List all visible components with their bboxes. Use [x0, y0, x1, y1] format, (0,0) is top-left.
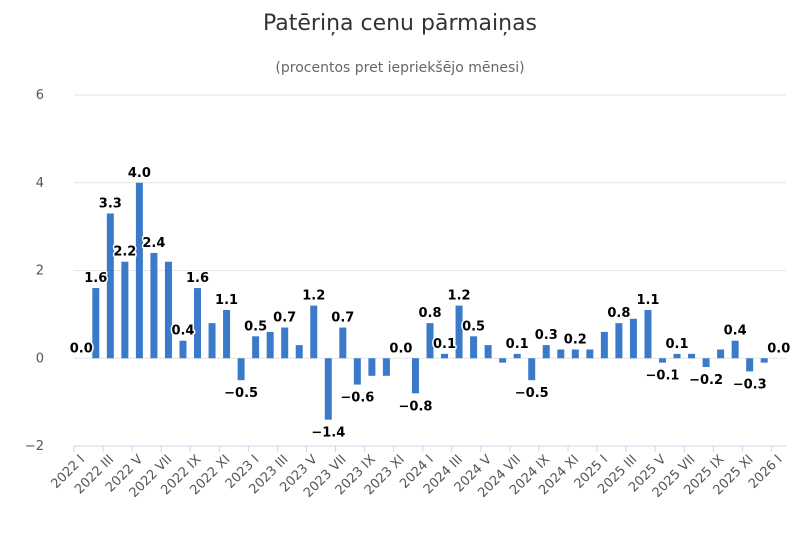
data-label: 0.0	[389, 341, 412, 356]
y-tick-label: 0	[36, 351, 44, 366]
bar	[353, 358, 361, 385]
bar	[644, 309, 652, 359]
data-label: 0.0	[767, 341, 790, 356]
data-label: 0.4	[724, 324, 747, 339]
data-label: −0.3	[733, 377, 767, 392]
data-label: 0.7	[273, 311, 296, 326]
data-label: −0.8	[399, 399, 433, 414]
bar	[441, 353, 449, 359]
bar	[281, 327, 289, 359]
y-tick-label: 4	[36, 176, 44, 191]
chart-title: Patēriņa cenu pārmaiņas	[263, 11, 537, 36]
data-label: 0.8	[607, 306, 630, 321]
bar	[411, 358, 419, 394]
bar	[702, 358, 710, 368]
data-label: 0.1	[666, 337, 689, 352]
bar	[324, 358, 332, 420]
bar	[339, 327, 347, 359]
data-label: 0.3	[535, 328, 558, 343]
bar	[513, 353, 521, 359]
data-label: −0.6	[340, 391, 374, 406]
data-label: 1.1	[215, 293, 238, 308]
data-label: −1.4	[311, 426, 345, 441]
bar	[673, 353, 681, 359]
data-label: 0.5	[462, 319, 485, 334]
bar	[150, 252, 158, 359]
y-tick-label: 6	[36, 88, 44, 103]
data-label: 3.3	[99, 196, 122, 211]
bar	[252, 336, 260, 359]
data-label: 0.2	[564, 332, 587, 347]
bar	[295, 345, 303, 359]
data-label: 4.0	[128, 166, 151, 181]
bar	[484, 345, 492, 359]
bar	[557, 349, 565, 359]
bar	[135, 182, 143, 359]
bar	[194, 288, 202, 359]
x-axis	[73, 445, 786, 452]
bar	[208, 323, 216, 359]
bar	[499, 358, 507, 363]
bar	[179, 340, 187, 359]
data-label: 0.1	[506, 337, 529, 352]
bar	[237, 358, 245, 381]
data-label: −0.2	[689, 373, 723, 388]
data-label: 1.1	[636, 293, 659, 308]
bar	[455, 305, 463, 359]
data-label: 0.7	[331, 311, 354, 326]
chart-subtitle: (procentos pret iepriekšējo mēnesi)	[275, 60, 524, 76]
y-axis-ticks: −2 0 2 4 6	[25, 88, 44, 454]
bar	[164, 261, 172, 359]
bar	[426, 323, 434, 359]
bar	[106, 213, 114, 359]
y-tick-label: −2	[25, 439, 44, 454]
data-label: 0.4	[171, 324, 194, 339]
x-tick-label: 2026 I	[746, 452, 786, 492]
bar	[368, 358, 376, 376]
data-label: 0.1	[433, 337, 456, 352]
bar	[658, 358, 666, 363]
bar	[542, 345, 550, 359]
data-label: −0.5	[224, 386, 258, 401]
bar-series	[92, 182, 768, 420]
data-label: −0.1	[646, 369, 680, 384]
bar	[615, 323, 623, 359]
bar	[717, 349, 725, 359]
bar	[746, 358, 754, 372]
data-label: −0.5	[515, 386, 549, 401]
bar	[121, 261, 129, 359]
bar	[310, 305, 318, 359]
data-labels: 0.0 1.6 3.3 2.2 4.0 2.4 0.4 1.6 1.1 −0.5 0.5 0.7 1.2…	[68, 164, 792, 442]
data-label: 0.0	[70, 341, 93, 356]
bar	[528, 358, 536, 381]
bar	[586, 349, 594, 359]
bar	[731, 340, 739, 359]
y-tick-label: 2	[36, 264, 44, 279]
data-label: 0.5	[244, 319, 267, 334]
bar	[629, 318, 637, 359]
data-label: 2.2	[113, 245, 136, 260]
bar	[688, 353, 696, 359]
data-label: 1.6	[84, 271, 107, 286]
bar	[223, 309, 231, 359]
bar	[92, 288, 100, 359]
data-label: 1.6	[186, 271, 209, 286]
data-label: 2.4	[142, 236, 165, 251]
bar	[382, 358, 390, 376]
bar	[571, 349, 579, 359]
data-label: 1.2	[302, 289, 325, 304]
bar	[600, 331, 608, 359]
data-label: 0.8	[418, 306, 441, 321]
bar	[760, 358, 768, 363]
data-label: 1.2	[448, 289, 471, 304]
bar	[470, 336, 478, 359]
bar	[266, 331, 274, 359]
